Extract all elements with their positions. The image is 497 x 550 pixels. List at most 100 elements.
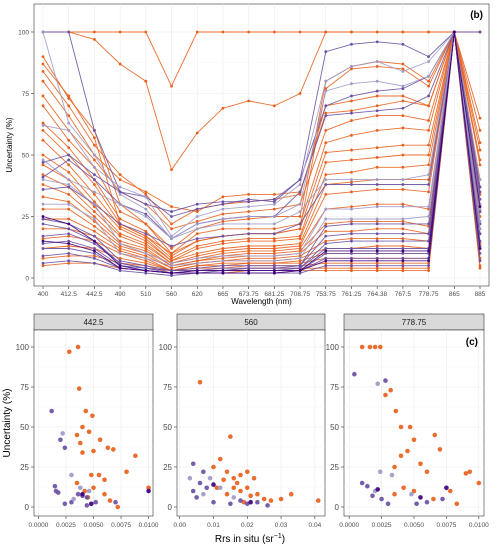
x-tick-label: 0.03 (275, 522, 288, 529)
series-point (195, 131, 199, 135)
series-point (41, 94, 45, 98)
series-point (93, 224, 96, 228)
series-point (247, 237, 251, 241)
series-point (221, 271, 225, 275)
series-point (350, 237, 353, 241)
series-point (67, 30, 71, 34)
series-point (478, 178, 482, 182)
scatter-point (187, 475, 193, 481)
scatter-point (251, 475, 257, 481)
series-point (195, 237, 199, 241)
series-line-28 (42, 31, 481, 272)
scatter-point (383, 392, 388, 398)
series-point (67, 217, 71, 221)
series-point (324, 183, 328, 186)
series-point (298, 215, 302, 218)
series-point (298, 271, 302, 275)
scatter-point (211, 464, 216, 470)
series-point (272, 232, 276, 236)
series-point (144, 242, 148, 245)
series-point (118, 256, 122, 260)
series-point (350, 220, 353, 223)
series-point (427, 173, 430, 177)
series-point (247, 99, 251, 103)
series-point (401, 87, 405, 90)
series-point (247, 192, 251, 196)
scatter-point (91, 448, 96, 454)
series-point (401, 237, 405, 241)
x-tick-label: 0.0025 (372, 522, 392, 529)
series-point (118, 266, 122, 270)
series-point (375, 40, 379, 44)
series-point (221, 195, 225, 199)
scatter-point (80, 450, 85, 455)
series-line-10 (42, 31, 481, 259)
series-point (375, 165, 379, 169)
series-point (324, 239, 328, 243)
scatter-point (476, 480, 482, 486)
scatter-point (407, 424, 413, 430)
series-point (221, 247, 225, 250)
y-tick-label: 0 (25, 275, 29, 282)
series-line-3 (42, 31, 480, 250)
series-point (324, 247, 328, 250)
series-point (221, 106, 225, 110)
series-point (170, 168, 173, 172)
scatter-point (261, 496, 267, 502)
series-point (324, 229, 328, 233)
scatter-point (367, 344, 373, 350)
series-point (272, 202, 276, 206)
series-point (67, 129, 71, 132)
series-point (170, 269, 173, 273)
series-point (375, 94, 379, 98)
series-point (118, 247, 122, 250)
series-point (144, 192, 148, 196)
series-point (350, 82, 353, 86)
x-tick-label: 0.0100 (469, 522, 489, 529)
scatter-point (315, 498, 321, 503)
series-point (247, 30, 251, 34)
x-tick-label: 0.01 (207, 522, 220, 529)
scatter-point (432, 432, 438, 438)
series-point (324, 256, 328, 260)
series-point (375, 269, 379, 273)
series-point (350, 170, 353, 174)
series-point (41, 239, 45, 243)
series-point (221, 252, 225, 255)
series-point (401, 153, 405, 157)
series-point (298, 256, 302, 260)
x-tick-label: 620 (192, 291, 203, 298)
series-point (195, 271, 199, 275)
series-point (67, 200, 71, 204)
x-axis-label: Rrs in situ (sr−1) (215, 533, 285, 545)
series-point (195, 252, 199, 255)
scatter-point (278, 496, 284, 502)
series-point (375, 178, 379, 182)
series-point (221, 220, 225, 223)
series-point (375, 247, 379, 250)
scatter-point (424, 499, 430, 505)
series-point (41, 138, 45, 142)
scatter-point (359, 344, 365, 350)
scatter-point (231, 475, 237, 481)
series-point (67, 252, 71, 255)
series-point (221, 254, 225, 258)
panel-c-scatter-facets: 442.50.0000 0.0025 0.0050 0.0075 0.010002550… (2, 313, 489, 545)
scatter-point (377, 469, 383, 475)
y-tick-label: 0 (335, 503, 340, 512)
series-point (93, 202, 96, 206)
scatter-point (71, 496, 76, 502)
series-point (298, 247, 302, 250)
series-point (247, 269, 251, 273)
series-point (195, 210, 199, 213)
scatter-point (107, 498, 113, 503)
series-point (144, 202, 148, 206)
series-point (221, 207, 225, 211)
series-point (41, 222, 45, 226)
series-point (93, 229, 96, 233)
y-tick-label: 50 (22, 152, 30, 159)
series-point (144, 264, 148, 268)
x-tick-label: 412.5 (61, 291, 78, 298)
scatter-point (80, 491, 85, 497)
